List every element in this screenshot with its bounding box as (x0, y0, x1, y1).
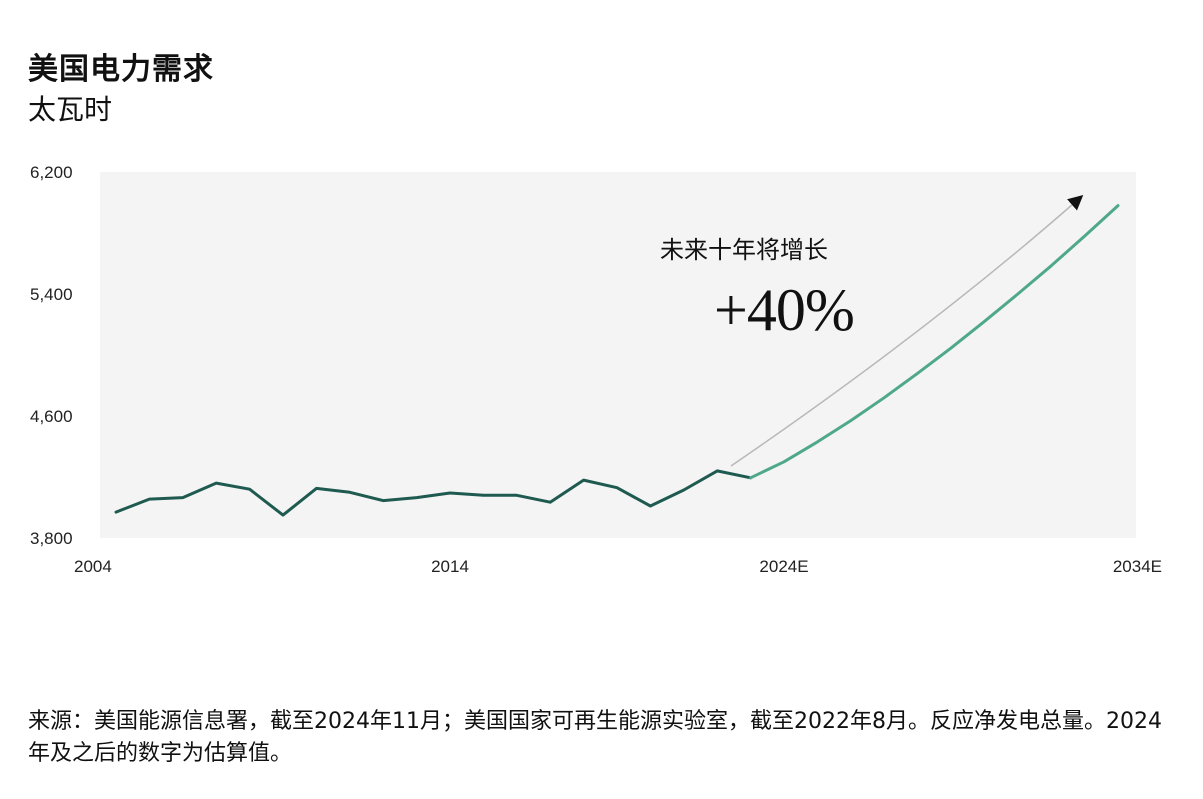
y-tick-label: 3,800 (30, 529, 73, 548)
growth-arrow (730, 195, 1084, 467)
y-tick-label: 5,400 (30, 285, 73, 304)
forecast-series-line (749, 204, 1120, 480)
y-tick-label: 4,600 (30, 407, 73, 426)
y-tick-label: 6,200 (30, 163, 73, 182)
x-tick-label: 2014 (431, 557, 469, 576)
chart-title: 美国电力需求 (28, 52, 214, 87)
x-tick-label: 2004 (74, 557, 112, 576)
annotation-value: +40% (714, 277, 854, 343)
x-tick-label: 2034E (1113, 557, 1162, 576)
source-note: 来源：美国能源信息署，截至2024年11月；美国国家可再生能源实验室，截至202… (28, 709, 1162, 766)
historical-series-line (114, 469, 753, 517)
plot-area (100, 172, 1136, 538)
chart-subtitle-unit: 太瓦时 (28, 93, 113, 126)
annotation-text: 未来十年将增长 (660, 236, 828, 264)
x-tick-label: 2024E (759, 557, 808, 576)
